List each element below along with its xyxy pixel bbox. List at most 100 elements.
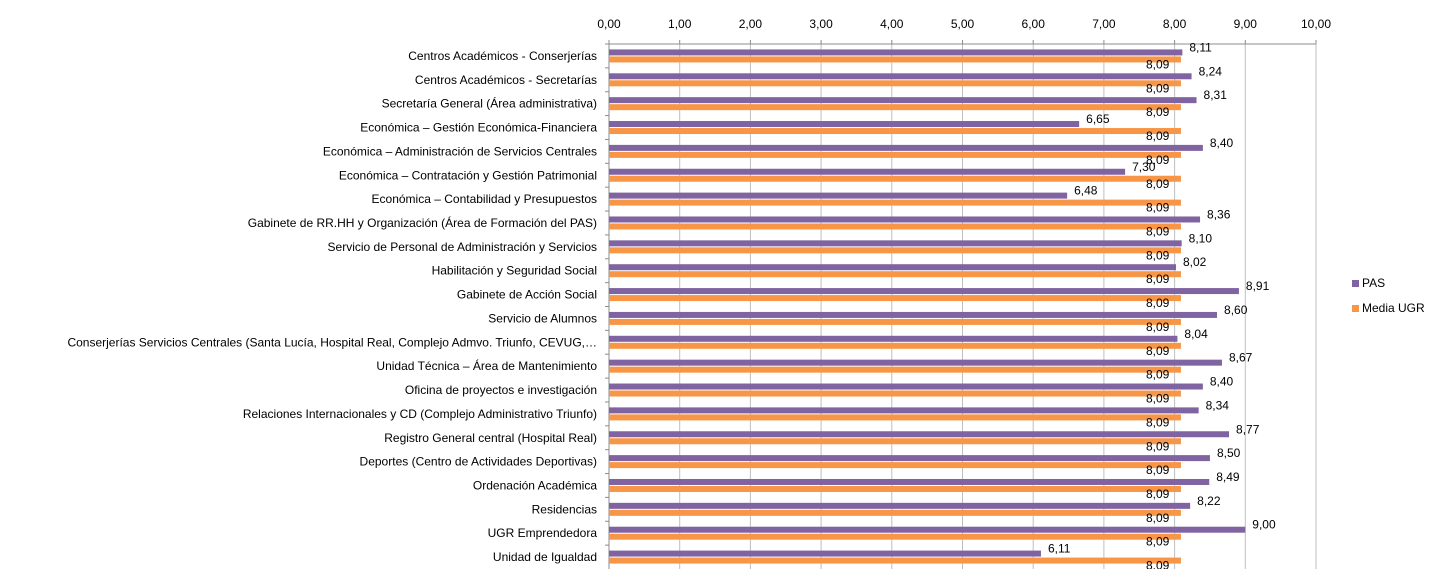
x-tick-label: 2,00 <box>739 17 763 31</box>
category-label: Económica – Contratación y Gestión Patri… <box>339 168 597 182</box>
category-label: Ordenación Académica <box>473 478 597 492</box>
data-label-media-ugr: 8,09 <box>1146 320 1170 334</box>
data-label-media-ugr: 8,09 <box>1146 511 1170 525</box>
bar-pas <box>609 97 1197 104</box>
data-label-pas: 8,77 <box>1236 422 1260 436</box>
data-label-pas: 8,67 <box>1229 351 1253 365</box>
data-label-pas: 8,36 <box>1207 207 1231 221</box>
legend-label: PAS <box>1362 276 1385 290</box>
category-label: Residencias <box>532 502 597 516</box>
bar-media-ugr <box>609 485 1181 492</box>
data-label-media-ugr: 8,09 <box>1146 487 1170 501</box>
bar-media-ugr <box>609 390 1181 397</box>
data-label-pas: 8,40 <box>1210 136 1234 150</box>
data-label-pas: 8,24 <box>1199 64 1223 78</box>
bar-media-ugr <box>609 414 1181 421</box>
bar-media-ugr <box>609 56 1181 63</box>
data-label-pas: 8,60 <box>1224 303 1248 317</box>
bar-pas <box>609 144 1203 151</box>
data-label-pas: 8,22 <box>1197 494 1221 508</box>
bar-media-ugr <box>609 318 1181 325</box>
category-label: Relaciones Internacionales y CD (Complej… <box>243 407 597 421</box>
data-label-media-ugr: 8,09 <box>1146 177 1170 191</box>
data-label-media-ugr: 8,09 <box>1146 392 1170 406</box>
category-label: Deportes (Centro de Actividades Deportiv… <box>360 455 597 469</box>
x-tick-label: 10,00 <box>1301 17 1331 31</box>
data-label-media-ugr: 8,09 <box>1146 248 1170 262</box>
bar-pas <box>609 383 1203 390</box>
bar-pas <box>609 526 1246 533</box>
legend-label: Media UGR <box>1362 301 1425 315</box>
data-label-pas: 8,49 <box>1216 470 1240 484</box>
category-label: Secretaría General (Área administrativa) <box>382 96 597 111</box>
bar-media-ugr <box>609 80 1181 87</box>
bar-pas <box>609 478 1210 485</box>
bar-pas <box>609 264 1177 271</box>
category-label: UGR Emprendedora <box>488 526 598 540</box>
bar-pas <box>609 431 1230 438</box>
legend-swatch <box>1352 280 1359 287</box>
data-label-media-ugr: 8,09 <box>1146 296 1170 310</box>
data-label-pas: 8,02 <box>1183 255 1207 269</box>
data-label-pas: 8,11 <box>1189 40 1212 54</box>
category-label: Oficina de proyectos e investigación <box>405 383 597 397</box>
bar-pas <box>609 311 1218 318</box>
data-label-media-ugr: 8,09 <box>1146 57 1170 71</box>
data-label-pas: 6,11 <box>1048 542 1071 556</box>
bar-pas <box>609 359 1222 366</box>
x-tick-label: 6,00 <box>1022 17 1046 31</box>
x-tick-label: 9,00 <box>1234 17 1258 31</box>
legend-swatch <box>1352 305 1359 312</box>
data-label-media-ugr: 8,09 <box>1146 463 1170 477</box>
x-tick-label: 8,00 <box>1163 17 1187 31</box>
data-label-media-ugr: 8,09 <box>1146 535 1170 549</box>
bar-pas <box>609 121 1080 128</box>
category-labels: Centros Académicos - Conserjerías Centros… <box>67 49 597 564</box>
category-label: Económica – Administración de Servicios … <box>323 144 597 158</box>
x-axis-ticks: 0,00 1,00 2,00 3,00 4,00 5,00 6,00 7,00 8,00 9,00… <box>597 17 1331 31</box>
bar-media-ugr <box>609 199 1181 206</box>
category-label: Gabinete de Acción Social <box>457 288 597 302</box>
bar-media-ugr <box>609 247 1181 254</box>
data-label-media-ugr: 8,09 <box>1146 344 1170 358</box>
bar-media-ugr <box>609 104 1181 111</box>
bar-pas <box>609 240 1182 247</box>
data-label-media-ugr: 8,09 <box>1146 153 1170 167</box>
category-label: Económica – Gestión Económica-Financiera <box>360 121 597 135</box>
data-label-pas: 8,40 <box>1210 375 1234 389</box>
x-tick-label: 7,00 <box>1092 17 1116 31</box>
data-label-pas: 8,91 <box>1246 279 1270 293</box>
bar-media-ugr <box>609 175 1181 182</box>
x-tick-label: 1,00 <box>668 17 692 31</box>
bar-media-ugr <box>609 151 1181 158</box>
category-label: Servicio de Personal de Administración y… <box>328 240 597 254</box>
x-tick-label: 5,00 <box>951 17 975 31</box>
bars <box>609 49 1246 564</box>
data-label-pas: 8,34 <box>1206 398 1230 412</box>
data-label-pas: 6,48 <box>1074 184 1098 198</box>
bar-pas <box>609 49 1183 56</box>
data-label-pas: 9,00 <box>1252 518 1276 532</box>
data-label-media-ugr: 8,09 <box>1146 368 1170 382</box>
bar-pas <box>609 550 1041 557</box>
data-label-pas: 8,10 <box>1189 231 1213 245</box>
bar-media-ugr <box>609 295 1181 302</box>
bar-media-ugr <box>609 462 1181 469</box>
legend: PAS Media UGR <box>1352 276 1425 315</box>
bar-pas <box>609 216 1201 223</box>
bar-pas <box>609 455 1210 462</box>
category-label: Habilitación y Seguridad Social <box>432 264 597 278</box>
bar-media-ugr <box>609 271 1181 278</box>
bar-media-ugr <box>609 366 1181 373</box>
category-label: Centros Académicos - Secretarías <box>415 73 597 87</box>
data-label-media-ugr: 8,09 <box>1146 272 1170 286</box>
x-tick-label: 4,00 <box>880 17 904 31</box>
bar-media-ugr <box>609 509 1181 516</box>
data-label-media-ugr: 8,09 <box>1146 81 1170 95</box>
bar-media-ugr <box>609 438 1181 445</box>
data-label-pas: 8,04 <box>1184 327 1208 341</box>
bar-pas <box>609 502 1191 509</box>
bar-media-ugr <box>609 342 1181 349</box>
data-label-media-ugr: 8,09 <box>1146 559 1170 569</box>
